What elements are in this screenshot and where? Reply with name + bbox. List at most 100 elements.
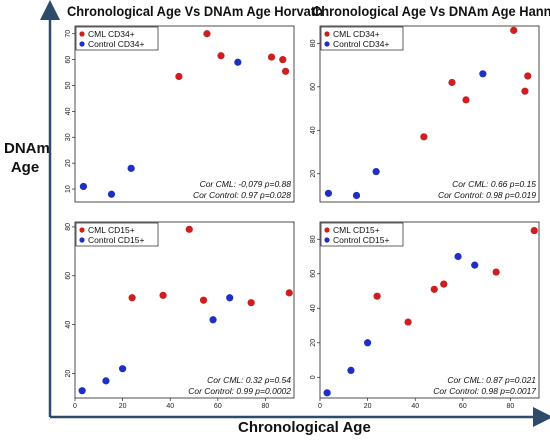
cml-point [404, 318, 412, 326]
x-tick-label: 60 [214, 403, 222, 410]
x-tick-label: 20 [364, 403, 372, 410]
cml-point [279, 56, 287, 64]
cml-point [510, 26, 518, 34]
y-tick-label: 40 [65, 107, 72, 115]
cml-point [247, 299, 255, 307]
correlation-annotation: Cor CML: -0,079 p=0.88 [200, 179, 292, 189]
legend-swatch [324, 237, 330, 243]
cml-point [175, 72, 183, 81]
plot-frame [74, 25, 295, 203]
legend-box [320, 26, 404, 51]
cml-point [492, 268, 500, 276]
cml-point [420, 133, 428, 141]
cml-point [373, 292, 381, 300]
correlation-annotation: Cor Control: 0.98 p=0.019 [438, 190, 536, 200]
legend-label: Control CD15+ [88, 235, 144, 245]
legend-swatch [79, 227, 85, 233]
y-tick-label: 20 [65, 159, 72, 167]
cml-point [530, 227, 538, 235]
correlation-annotation: Cor Control: 0.97 p=0.028 [193, 190, 291, 200]
control-point [226, 294, 234, 302]
control-point [127, 164, 135, 172]
plot-frame [74, 221, 295, 399]
y-axis-label-line2: Age [10, 159, 40, 176]
correlation-annotation: Cor CML: 0.87 p=0.021 [447, 375, 536, 385]
legend-swatch [324, 41, 330, 47]
control-point [471, 261, 479, 269]
legend-label: Control CD34+ [333, 39, 389, 49]
cml-point [285, 289, 293, 297]
y-tick-label: 0 [310, 375, 317, 379]
correlation-annotation: Cor CML: 0.66 p=0.15 [452, 179, 536, 189]
legend-label: CML CD34+ [88, 29, 135, 39]
control-point [479, 70, 487, 78]
plot-frame [319, 221, 540, 399]
y-tick-label: 40 [310, 126, 317, 134]
x-tick-label: 20 [119, 403, 127, 410]
panel-hannum-cd15: 0 20 40 60 80 0 20 40 60 80 CML CD15+ Control CD15+… [306, 220, 546, 415]
legend: CML CD34+Control CD34+ [320, 26, 404, 51]
control-point [347, 366, 355, 374]
cml-point [199, 296, 208, 304]
cml-point [217, 52, 225, 60]
legend-label: Control CD15+ [333, 235, 389, 245]
legend: CML CD15+Control CD15+ [320, 222, 404, 247]
y-tick-label: 60 [310, 270, 317, 278]
y-tick-label: 40 [310, 304, 317, 312]
y-tick-label: 20 [65, 370, 72, 378]
y-tick-label: 30 [65, 133, 72, 141]
panel-horvath-cd15: 20 40 60 80 0 20 40 60 80 CML CD15+ Control CD15+ C… [61, 220, 301, 415]
cml-point [448, 78, 456, 87]
title-horvath: Chronological Age Vs DNAm Age Horvath [67, 3, 323, 19]
legend-box [75, 26, 159, 51]
cml-point [440, 280, 448, 288]
legend-swatch [79, 31, 85, 37]
y-tick-label: 20 [310, 339, 317, 347]
cml-point [521, 87, 529, 95]
cml-point [462, 96, 470, 104]
y-tick-label: 60 [65, 272, 72, 280]
x-tick-label: 80 [262, 403, 270, 410]
control-point [454, 252, 462, 261]
legend-label: CML CD34+ [333, 29, 380, 39]
y-tick-label: 80 [310, 39, 317, 47]
legend-label: CML CD15+ [88, 225, 135, 235]
legend-label: Control CD34+ [88, 39, 144, 49]
control-point [78, 387, 86, 395]
cml-point [185, 225, 193, 233]
control-point [102, 377, 110, 385]
control-point [364, 339, 372, 347]
legend: CML CD15+Control CD15+ [75, 222, 159, 247]
y-axis-label: DNAm Age [4, 139, 50, 177]
correlation-annotation: Cor Control: 0.99 p=0.0002 [188, 386, 291, 396]
cml-point [524, 72, 532, 80]
x-tick-label: 0 [73, 403, 77, 410]
correlation-annotation: Cor CML: 0.32 p=0.54 [207, 375, 291, 385]
y-tick-label: 50 [65, 82, 72, 90]
legend-swatch [79, 237, 85, 243]
legend-box [75, 222, 159, 247]
correlation-annotation: Cor Control: 0.98 p=0.0017 [433, 386, 536, 396]
plot-frame [319, 25, 540, 203]
control-point [352, 191, 361, 200]
cml-point [430, 285, 438, 293]
control-point [107, 190, 116, 198]
cml-point [203, 30, 211, 38]
legend-box [320, 222, 404, 247]
cml-point [267, 53, 276, 61]
legend: CML CD34+Control CD34+ [75, 26, 159, 51]
x-axis-label: Chronological Age [238, 419, 371, 436]
control-point [119, 365, 127, 373]
x-tick-label: 40 [411, 403, 419, 410]
control-point [372, 167, 380, 176]
control-point [324, 189, 333, 197]
y-tick-label: 80 [65, 223, 72, 231]
control-point [323, 389, 331, 397]
control-point [209, 316, 217, 324]
control-point [79, 182, 88, 191]
